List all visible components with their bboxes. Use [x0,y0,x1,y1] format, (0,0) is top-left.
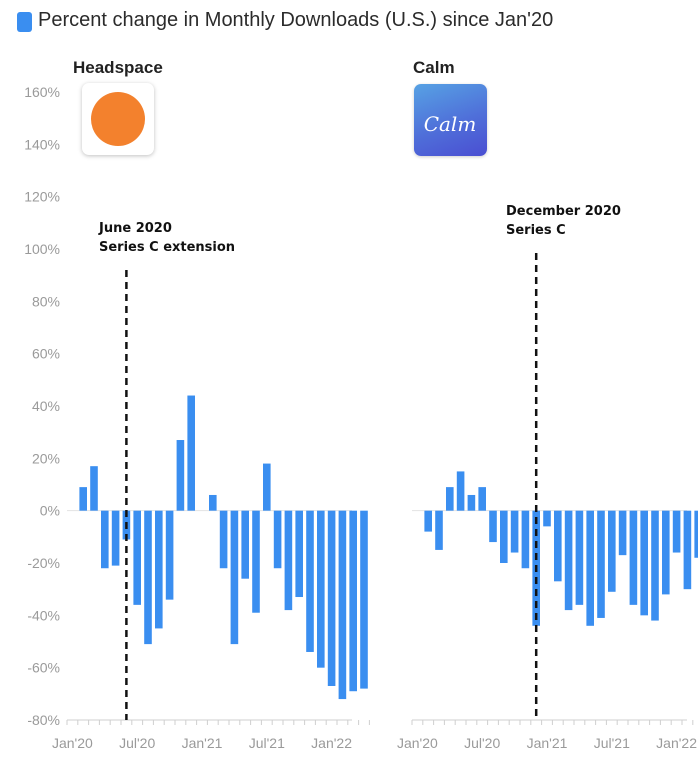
bar-calm-Nov'20 [521,510,530,569]
bar-headspace-Oct'21 [295,510,303,598]
calm-logo: Calm [414,84,487,156]
x-tick-label: Jan'20 [397,735,438,751]
y-tick-label: 100% [24,241,60,257]
bar-calm-Oct'20 [510,510,519,553]
annotation-calm: December 2020 Series C [506,202,621,240]
bar-calm-Feb'21 [554,510,562,582]
calm-logo-text: Calm [424,112,477,136]
bar-calm-Feb'20 [424,510,432,532]
x-tick-label: Jan'22 [656,735,697,751]
y-tick-label: -20% [27,555,60,571]
bar-calm-Jul'21 [608,510,616,592]
x-tick-label: Jul'21 [594,735,630,751]
bar-calm-Mar'20 [435,510,443,550]
y-tick-label: 20% [32,450,60,466]
bar-headspace-Feb'21 [209,494,217,511]
bar-calm-May'20 [456,471,465,511]
x-tick-label: Jan'21 [527,735,568,751]
bar-headspace-Apr'20 [101,510,109,569]
y-tick-label: -80% [27,712,60,728]
bar-headspace-Apr'21 [230,510,239,645]
bar-headspace-Sep'20 [155,510,163,629]
bar-calm-Sep'21 [629,510,638,605]
bar-calm-Oct'21 [640,510,648,616]
panel-title-headspace: Headspace [73,58,163,77]
bar-calm-Feb'22 [683,510,692,590]
bar-headspace-May'21 [241,510,249,579]
annotation-headspace-line-2: Series C extension [99,240,236,255]
bar-calm-May'21 [586,510,594,626]
annotation-headspace: June 2020 Series C extension [99,219,235,257]
y-tick-label: 80% [32,293,60,309]
bar-headspace-Dec'20 [187,395,195,511]
y-tick-label: 160% [24,84,60,100]
bar-headspace-Mar'22 [349,510,357,692]
y-tick-label: 140% [24,136,60,152]
bar-headspace-Jul'20 [133,510,141,605]
bar-headspace-Mar'20 [90,466,98,511]
bar-calm-Jun'21 [597,510,605,618]
x-tick-label: Jul'20 [464,735,500,751]
bar-calm-Mar'22 [694,510,698,558]
bar-headspace-Sep'21 [284,510,293,611]
annotation-headspace-line-1: June 2020 [99,221,172,236]
bar-headspace-Jun'21 [252,510,260,613]
panel-title-calm: Calm [413,58,455,77]
y-tick-label: -40% [27,607,60,623]
x-tick-label: Jul'20 [119,735,155,751]
bar-calm-Aug'21 [618,510,627,556]
bar-headspace-Feb'22 [338,510,347,700]
bar-headspace-Nov'20 [176,440,185,511]
bar-calm-Mar'21 [564,510,573,611]
bar-headspace-Nov'21 [306,510,314,652]
x-tick-label: Jan'21 [182,735,223,751]
bar-calm-Apr'21 [575,510,584,605]
bar-headspace-Aug'21 [273,510,282,569]
annotation-calm-line-2: Series C [506,223,566,238]
bar-headspace-May'20 [111,510,120,566]
bar-calm-Nov'21 [651,510,659,621]
calm-logo-mark: Calm [424,112,477,136]
bar-calm-Jun'20 [467,494,476,511]
bar-headspace-Jul'21 [263,463,271,511]
bar-calm-Aug'20 [489,510,497,543]
x-tick-label: Jan'20 [52,735,93,751]
bar-calm-Jul'20 [478,487,486,511]
bar-headspace-Apr'22 [360,510,368,689]
bar-calm-Sep'20 [500,510,508,563]
bar-headspace-Dec'21 [317,510,325,668]
bar-calm-Jan'21 [543,510,551,527]
y-tick-label: 0% [40,503,60,519]
y-tick-label: 120% [24,189,60,205]
bar-headspace-Jan'22 [327,510,336,686]
headspace-logo [82,83,154,155]
x-tick-label: Jan'22 [311,735,352,751]
bar-headspace-Aug'20 [144,510,152,645]
bar-calm-Apr'20 [446,487,454,511]
bar-headspace-Mar'21 [219,510,228,569]
legend-swatch [17,12,32,32]
headspace-logo-dot [91,92,145,146]
y-tick-label: -60% [27,660,60,676]
legend-label: Percent change in Monthly Downloads (U.S… [38,9,554,31]
y-tick-label: 60% [32,346,60,362]
bar-headspace-Oct'20 [165,510,174,600]
bar-calm-Jan'22 [672,510,681,553]
x-tick-label: Jul'21 [249,735,285,751]
y-tick-label: 40% [32,398,60,414]
bar-calm-Dec'21 [662,510,670,595]
annotation-calm-line-1: December 2020 [506,204,621,219]
bar-headspace-Feb'20 [79,487,87,511]
